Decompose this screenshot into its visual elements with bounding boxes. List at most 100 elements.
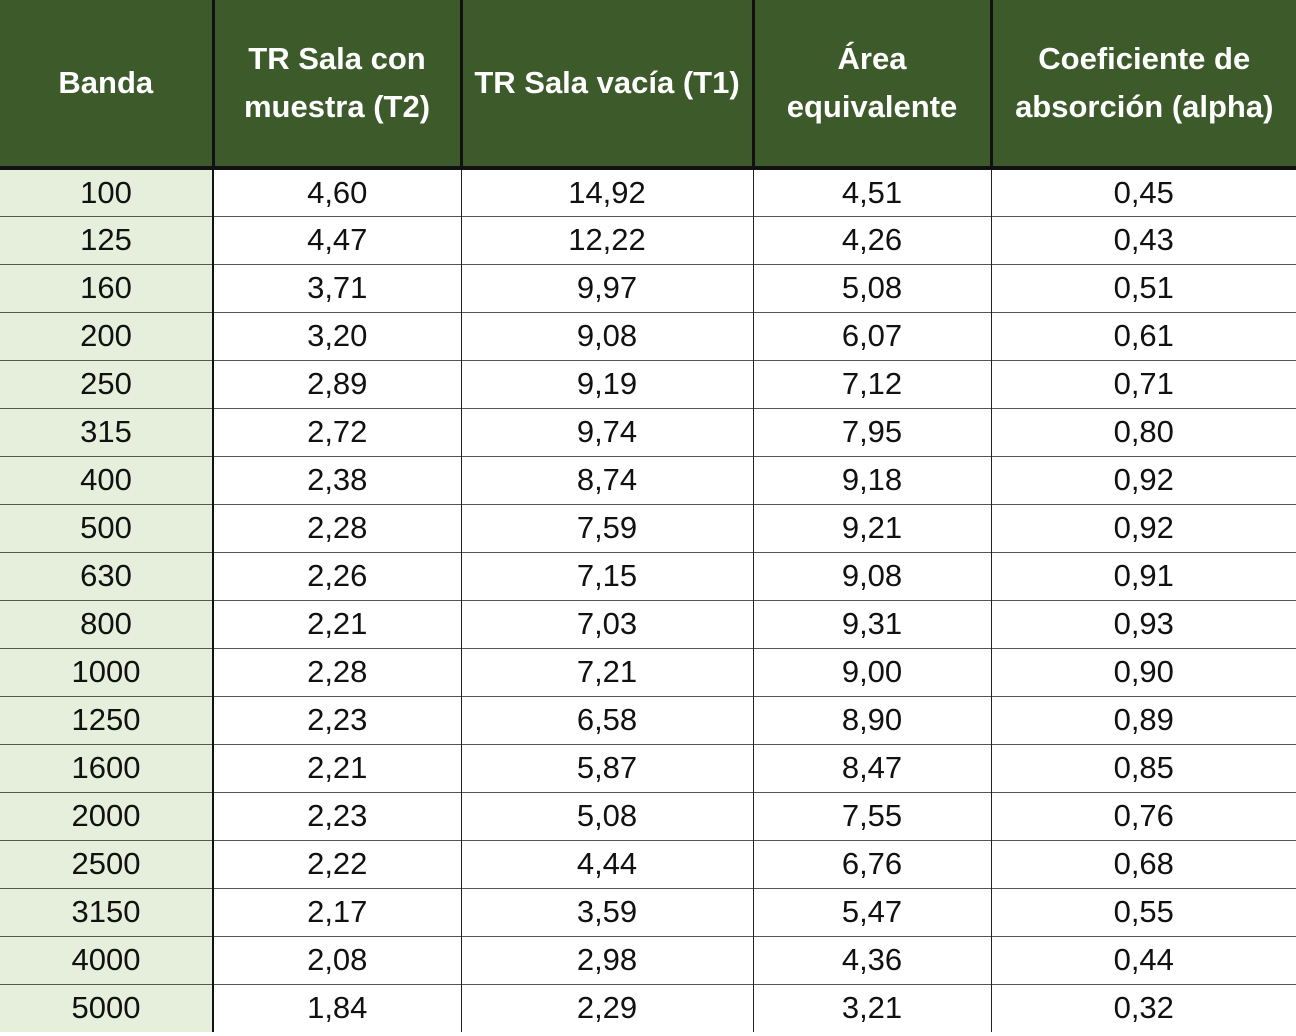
cell-alpha: 0,80 [990, 407, 1296, 456]
cell-tr-vacia: 3,59 [460, 887, 753, 936]
header-area-equivalente: Área equivalente [751, 0, 991, 170]
table-row: 200 3,20 9,08 6,07 0,61 [0, 311, 1296, 360]
table-row: 3150 2,17 3,59 5,47 0,55 [0, 887, 1296, 936]
table-row: 250 2,89 9,19 7,12 0,71 [0, 359, 1296, 408]
cell-banda: 630 [0, 551, 214, 600]
cell-tr-con-muestra: 1,84 [212, 983, 461, 1032]
cell-alpha: 0,92 [990, 455, 1296, 504]
cell-alpha: 0,85 [990, 743, 1296, 792]
cell-tr-vacia: 7,21 [460, 647, 753, 696]
cell-banda: 315 [0, 407, 214, 456]
cell-area-equivalente: 4,51 [752, 168, 991, 216]
table-header: Banda TR Sala con muestra (T2) TR Sala v… [0, 0, 1296, 170]
cell-area-equivalente: 9,21 [752, 503, 991, 552]
cell-area-equivalente: 8,47 [752, 743, 991, 792]
cell-tr-vacia: 6,58 [460, 695, 753, 744]
cell-banda: 250 [0, 359, 214, 408]
cell-tr-con-muestra: 2,23 [212, 695, 461, 744]
cell-tr-con-muestra: 2,21 [212, 599, 461, 648]
cell-alpha: 0,92 [990, 503, 1296, 552]
cell-banda: 5000 [0, 983, 214, 1032]
cell-area-equivalente: 9,00 [752, 647, 991, 696]
header-coeficiente-absorcion: Coeficiente de absorción (alpha) [989, 0, 1296, 170]
cell-area-equivalente: 8,90 [752, 695, 991, 744]
cell-banda: 160 [0, 263, 214, 312]
cell-tr-con-muestra: 3,20 [212, 311, 461, 360]
cell-area-equivalente: 5,47 [752, 887, 991, 936]
cell-area-equivalente: 3,21 [752, 983, 991, 1032]
cell-alpha: 0,89 [990, 695, 1296, 744]
cell-tr-vacia: 9,08 [460, 311, 753, 360]
cell-area-equivalente: 6,76 [752, 839, 991, 888]
cell-banda: 800 [0, 599, 214, 648]
cell-alpha: 0,91 [990, 551, 1296, 600]
table-row: 4000 2,08 2,98 4,36 0,44 [0, 935, 1296, 984]
table-row: 160 3,71 9,97 5,08 0,51 [0, 263, 1296, 312]
cell-tr-vacia: 5,87 [460, 743, 753, 792]
cell-banda: 1600 [0, 743, 214, 792]
cell-alpha: 0,68 [990, 839, 1296, 888]
cell-alpha: 0,71 [990, 359, 1296, 408]
cell-tr-con-muestra: 2,23 [212, 791, 461, 840]
cell-tr-vacia: 2,29 [460, 983, 753, 1032]
cell-banda: 125 [0, 215, 214, 264]
cell-area-equivalente: 9,08 [752, 551, 991, 600]
cell-tr-con-muestra: 2,28 [212, 503, 461, 552]
cell-area-equivalente: 7,12 [752, 359, 991, 408]
cell-tr-con-muestra: 3,71 [212, 263, 461, 312]
cell-tr-vacia: 7,59 [460, 503, 753, 552]
table-row: 630 2,26 7,15 9,08 0,91 [0, 551, 1296, 600]
cell-banda: 2000 [0, 791, 214, 840]
header-banda: Banda [0, 0, 213, 170]
cell-tr-con-muestra: 2,38 [212, 455, 461, 504]
cell-tr-vacia: 14,92 [460, 168, 753, 216]
cell-tr-vacia: 9,19 [460, 359, 753, 408]
header-tr-sala-con-muestra: TR Sala con muestra (T2) [211, 0, 461, 170]
cell-alpha: 0,45 [990, 168, 1296, 216]
cell-alpha: 0,55 [990, 887, 1296, 936]
table-row: 125 4,47 12,22 4,26 0,43 [0, 215, 1296, 264]
cell-tr-con-muestra: 2,72 [212, 407, 461, 456]
cell-banda: 200 [0, 311, 214, 360]
cell-area-equivalente: 4,36 [752, 935, 991, 984]
cell-tr-con-muestra: 2,21 [212, 743, 461, 792]
cell-banda: 4000 [0, 935, 214, 984]
cell-tr-con-muestra: 2,28 [212, 647, 461, 696]
cell-alpha: 0,51 [990, 263, 1296, 312]
table-row: 100 4,60 14,92 4,51 0,45 [0, 168, 1296, 216]
table-row: 1250 2,23 6,58 8,90 0,89 [0, 695, 1296, 744]
table-row: 500 2,28 7,59 9,21 0,92 [0, 503, 1296, 552]
cell-tr-vacia: 12,22 [460, 215, 753, 264]
cell-banda: 500 [0, 503, 214, 552]
cell-alpha: 0,90 [990, 647, 1296, 696]
cell-tr-vacia: 8,74 [460, 455, 753, 504]
cell-banda: 2500 [0, 839, 214, 888]
cell-tr-vacia: 5,08 [460, 791, 753, 840]
cell-tr-con-muestra: 2,22 [212, 839, 461, 888]
table-row: 5000 1,84 2,29 3,21 0,32 [0, 983, 1296, 1032]
cell-banda: 400 [0, 455, 214, 504]
table-row: 1600 2,21 5,87 8,47 0,85 [0, 743, 1296, 792]
cell-area-equivalente: 9,18 [752, 455, 991, 504]
cell-area-equivalente: 7,95 [752, 407, 991, 456]
cell-banda: 100 [0, 168, 214, 216]
cell-area-equivalente: 7,55 [752, 791, 991, 840]
cell-tr-vacia: 4,44 [460, 839, 753, 888]
cell-tr-con-muestra: 4,60 [212, 168, 461, 216]
cell-alpha: 0,43 [990, 215, 1296, 264]
cell-tr-vacia: 7,03 [460, 599, 753, 648]
cell-tr-con-muestra: 2,89 [212, 359, 461, 408]
cell-tr-vacia: 2,98 [460, 935, 753, 984]
cell-area-equivalente: 9,31 [752, 599, 991, 648]
cell-area-equivalente: 6,07 [752, 311, 991, 360]
table-row: 1000 2,28 7,21 9,00 0,90 [0, 647, 1296, 696]
table-row: 400 2,38 8,74 9,18 0,92 [0, 455, 1296, 504]
cell-banda: 3150 [0, 887, 214, 936]
cell-tr-con-muestra: 2,17 [212, 887, 461, 936]
cell-tr-vacia: 7,15 [460, 551, 753, 600]
cell-alpha: 0,32 [990, 983, 1296, 1032]
header-row: Banda TR Sala con muestra (T2) TR Sala v… [0, 0, 1296, 170]
table-row: 2000 2,23 5,08 7,55 0,76 [0, 791, 1296, 840]
cell-tr-con-muestra: 2,08 [212, 935, 461, 984]
